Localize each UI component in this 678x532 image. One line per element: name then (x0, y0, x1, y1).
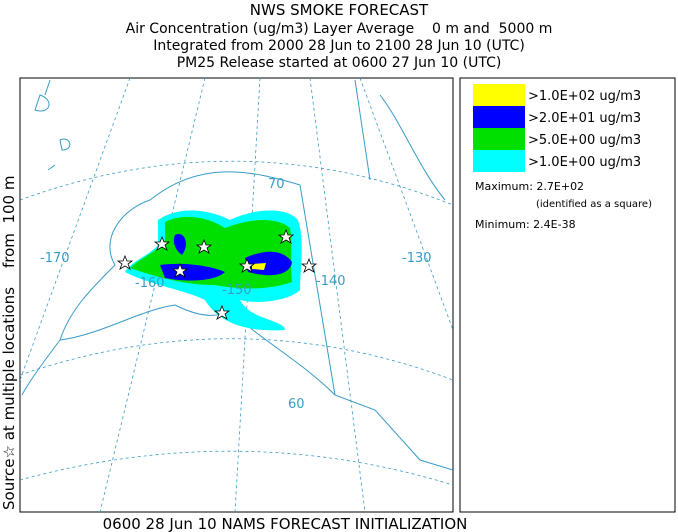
latitude-label: 70 (268, 177, 285, 192)
subtitle: Integrated from 2000 28 Jun to 2100 28 J… (153, 38, 525, 54)
footer: 0600 28 Jun 10 NAMS FORECAST INITIALIZAT… (103, 515, 468, 532)
graticule (359, 78, 453, 331)
legend-label: >5.0E+00 ug/m3 (528, 133, 641, 148)
coastline (354, 79, 446, 201)
longitude-label: -130 (402, 251, 432, 266)
longitude-label: -150 (222, 283, 252, 298)
source-label: Source☆ at multiple locations from 100 m (0, 176, 18, 510)
coastline (149, 171, 453, 471)
subtitle: Air Concentration (ug/m3) Layer Average … (126, 21, 553, 37)
longitude-label: -140 (316, 274, 346, 289)
graticule (20, 450, 453, 486)
coastline (21, 339, 61, 396)
legend: Maximum: 2.7E+02 (identified as a square… (459, 77, 676, 513)
legend-label: >1.0E+00 ug/m3 (528, 155, 641, 170)
coastline (34, 79, 71, 171)
maximum: Maximum: 2.7E+02 (475, 180, 584, 193)
legend-swatch (473, 128, 525, 150)
legend-swatch (473, 84, 525, 106)
legend-label: >2.0E+01 ug/m3 (528, 111, 641, 126)
legend-label: >1.0E+02 ug/m3 (528, 89, 641, 104)
map: -170 -160 -150 -140 -130 70 60 (19, 77, 454, 513)
longitude-label: -160 (135, 276, 165, 291)
legend-swatch (473, 106, 525, 128)
legend-swatch (473, 150, 525, 172)
longitude-label: -170 (40, 251, 70, 266)
subtitle: PM25 Release started at 0600 27 Jun 10 (… (177, 55, 502, 71)
coastline (59, 199, 336, 396)
graticule (309, 78, 366, 512)
graticule (99, 78, 206, 512)
graticule (20, 338, 453, 381)
title: NWS SMOKE FORECAST (250, 1, 429, 19)
maximum-note: (identified as a square) (536, 199, 652, 210)
latitude-label: 60 (288, 397, 305, 412)
minimum: Minimum: 2.4E-38 (475, 218, 576, 231)
graticule (20, 160, 453, 206)
source-stars (116, 228, 318, 320)
plume-yellow (252, 263, 266, 270)
